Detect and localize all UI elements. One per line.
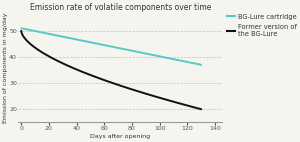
Legend: BG-Lure cartridge, Former version of
the BG-Lure: BG-Lure cartridge, Former version of the… <box>227 14 297 37</box>
X-axis label: Days after opening: Days after opening <box>90 134 150 139</box>
Y-axis label: Emission of components in mg/day: Emission of components in mg/day <box>3 12 8 123</box>
Title: Emission rate of volatile components over time: Emission rate of volatile components ove… <box>29 3 211 12</box>
